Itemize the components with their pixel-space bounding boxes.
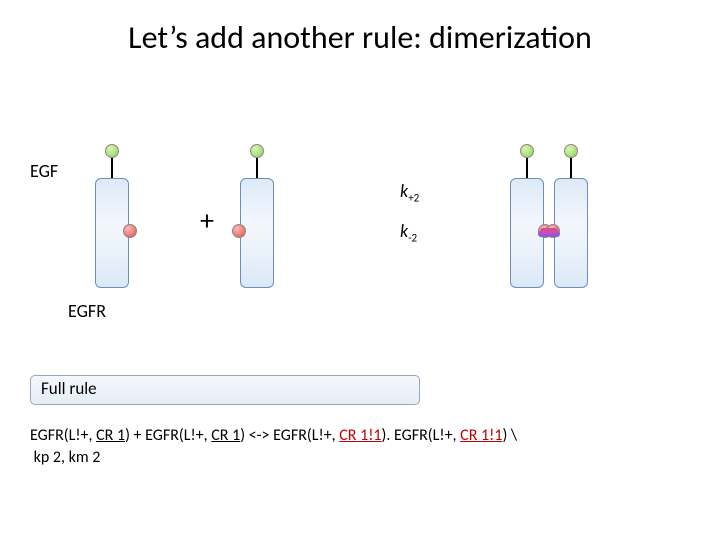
plus-sign: + xyxy=(200,203,214,238)
ligand-stick xyxy=(570,156,572,178)
cr1-site xyxy=(232,224,246,238)
egf-ligand xyxy=(105,144,119,158)
egf-ligand xyxy=(250,144,264,158)
full-rule-heading: Full rule xyxy=(30,375,420,405)
ligand-stick xyxy=(256,156,258,178)
cr1-site xyxy=(123,224,137,238)
ligand-stick xyxy=(526,156,528,178)
slide-title: Let’s add another rule: dimerization xyxy=(0,18,720,57)
egf-ligand xyxy=(520,144,534,158)
dimer-bond xyxy=(540,228,558,234)
k-reverse: k-2 xyxy=(400,220,417,245)
dimerization-diagram: + k+2 k-2 EGF EGFR xyxy=(0,120,720,320)
ligand-stick xyxy=(111,156,113,178)
rule-text: EGFR(L!+, CR 1) + EGFR(L!+, CR 1) <-> EG… xyxy=(30,425,690,468)
egfr-label: EGFR xyxy=(68,300,106,322)
egf-ligand xyxy=(564,144,578,158)
k-forward: k+2 xyxy=(400,180,419,205)
egf-label: EGF xyxy=(30,160,58,182)
